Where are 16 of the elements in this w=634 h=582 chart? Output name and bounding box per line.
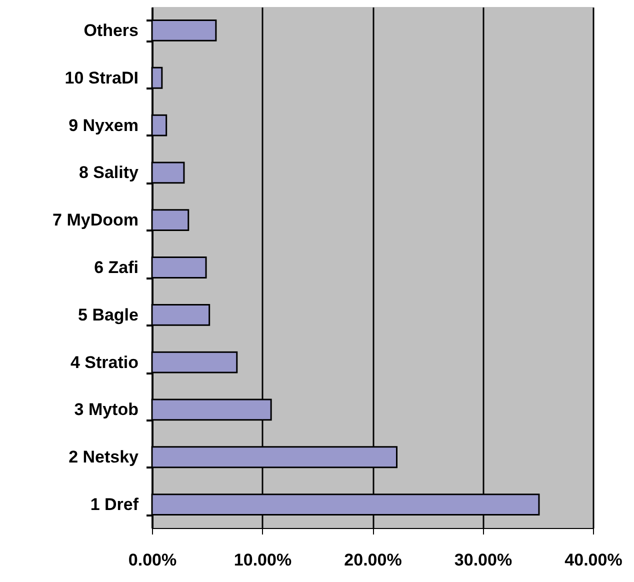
- x-tick-label: 30.00%: [454, 550, 512, 570]
- y-tick-label: 5 Bagle: [78, 305, 138, 324]
- y-tick-label: 8 Sality: [78, 163, 140, 182]
- y-tick-label: 4 Stratio: [70, 352, 138, 372]
- y-tick-label: 10 StraDI: [64, 68, 138, 88]
- x-tick-label: 10.00%: [234, 550, 292, 570]
- y-tick-label: 1 Dref: [90, 495, 139, 514]
- y-tick-label: 7 MyDoom: [52, 210, 138, 230]
- x-tick-label: 40.00%: [564, 550, 622, 570]
- x-tick-label: 0.00%: [128, 550, 177, 570]
- y-tick-label: 2 Netsky: [68, 448, 140, 467]
- y-tick-label: 9 Nyxem: [68, 116, 138, 135]
- y-tick-label: 3 Mytob: [74, 400, 138, 420]
- y-tick-label: 6 Zafi: [94, 258, 138, 277]
- x-tick-label: 20.00%: [344, 550, 402, 570]
- y-tick-label: Others: [84, 20, 138, 40]
